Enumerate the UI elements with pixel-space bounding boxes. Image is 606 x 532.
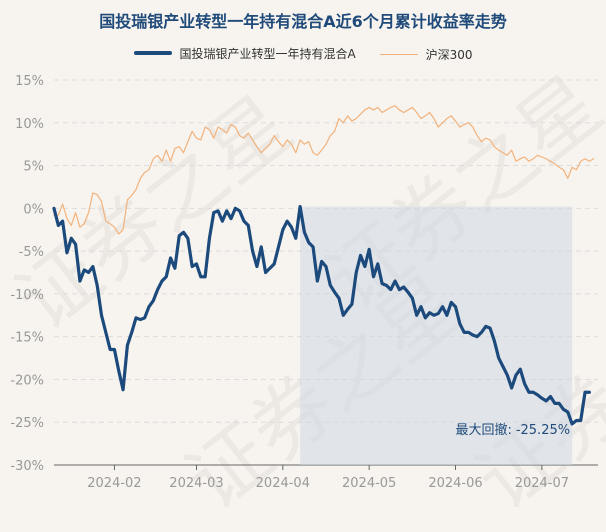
- legend-label-index: 沪深300: [425, 48, 473, 62]
- y-tick-label: -25%: [10, 416, 44, 431]
- line-chart: 15% 10% 5% 0% -5% -10% -15% -20% -25% -30% 2024-02…: [10, 74, 598, 491]
- legend: 国投瑞银产业转型一年持有混合A 沪深300: [0, 44, 606, 63]
- y-tick-label: -15%: [10, 331, 44, 346]
- series-line-index: [53, 105, 595, 235]
- x-tick-label: 2024-05: [342, 476, 396, 491]
- y-tick-label: 0%: [23, 202, 44, 217]
- legend-item-fund[interactable]: 国投瑞银产业转型一年持有混合A: [133, 45, 356, 62]
- x-tick-label: 2024-02: [87, 476, 141, 491]
- chart-title: 国投瑞银产业转型一年持有混合A近6个月累计收益率走势: [99, 12, 507, 31]
- legend-item-index[interactable]: 沪深300: [379, 46, 473, 63]
- legend-swatch-index: [379, 54, 418, 55]
- x-tick-label: 2024-06: [428, 476, 482, 491]
- max-drawdown-area: [300, 206, 573, 465]
- y-tick-label: 10%: [15, 117, 44, 132]
- max-drawdown-value: -25.25%: [516, 423, 570, 438]
- x-tick-label: 2024-07: [515, 476, 569, 491]
- legend-swatch-fund: [133, 51, 172, 55]
- y-tick-label: 5%: [23, 160, 44, 175]
- y-tick-label: -20%: [10, 373, 44, 388]
- y-tick-label: 15%: [15, 74, 44, 89]
- y-tick-label: -5%: [19, 245, 44, 260]
- y-tick-label: -30%: [10, 459, 44, 474]
- legend-label-fund: 国投瑞银产业转型一年持有混合A: [179, 46, 356, 61]
- x-tick-label: 2024-03: [169, 476, 223, 491]
- max-drawdown-label-text: 最大回撤:: [455, 422, 511, 438]
- max-drawdown-label: 最大回撤: -25.25%: [455, 422, 570, 438]
- x-tick-label: 2024-04: [256, 476, 310, 491]
- series-line-fund: [52, 205, 591, 426]
- y-tick-label: -10%: [10, 288, 44, 303]
